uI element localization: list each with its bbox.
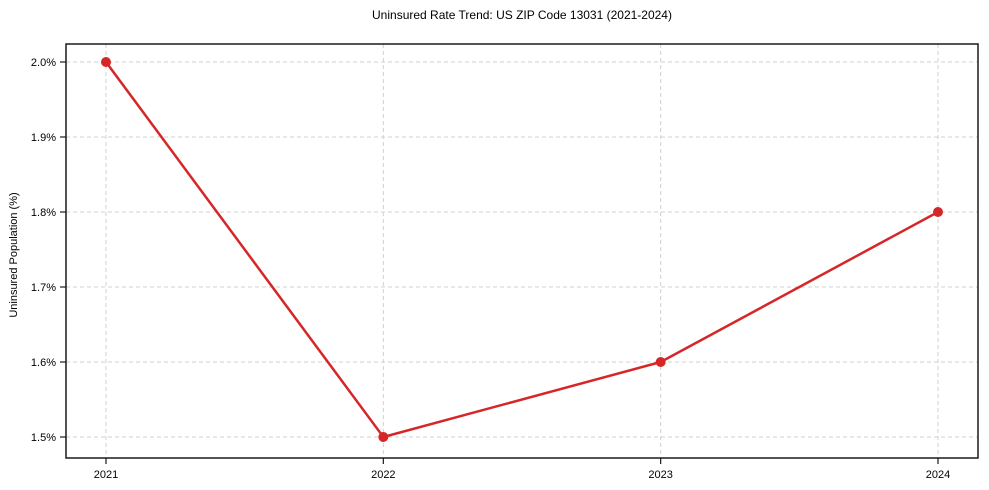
axes-spines bbox=[65, 43, 979, 459]
data-point-2021 bbox=[101, 57, 111, 67]
y-tick-label: 2.0% bbox=[31, 57, 56, 69]
y-tick-label: 1.8% bbox=[31, 207, 56, 219]
x-tick-label: 2023 bbox=[648, 469, 672, 481]
data-point-2024 bbox=[933, 207, 943, 217]
y-tick-label: 1.7% bbox=[31, 282, 56, 294]
y-tick-label: 1.6% bbox=[31, 357, 56, 369]
x-tick-label: 2024 bbox=[926, 469, 950, 481]
plot-area bbox=[66, 44, 978, 458]
data-point-2023 bbox=[655, 357, 666, 367]
chart-title: Uninsured Rate Trend: US ZIP Code 13031 … bbox=[372, 8, 672, 22]
x-tick-label: 2022 bbox=[371, 469, 395, 481]
x-tick-label: 2021 bbox=[94, 469, 118, 481]
trend-line bbox=[104, 60, 940, 439]
y-tick-label: 1.5% bbox=[31, 432, 56, 444]
data-point-2022 bbox=[378, 432, 389, 442]
y-tick-label: 1.9% bbox=[31, 132, 56, 144]
y-axis-label-text: Uninsured Population (%) bbox=[8, 192, 20, 318]
